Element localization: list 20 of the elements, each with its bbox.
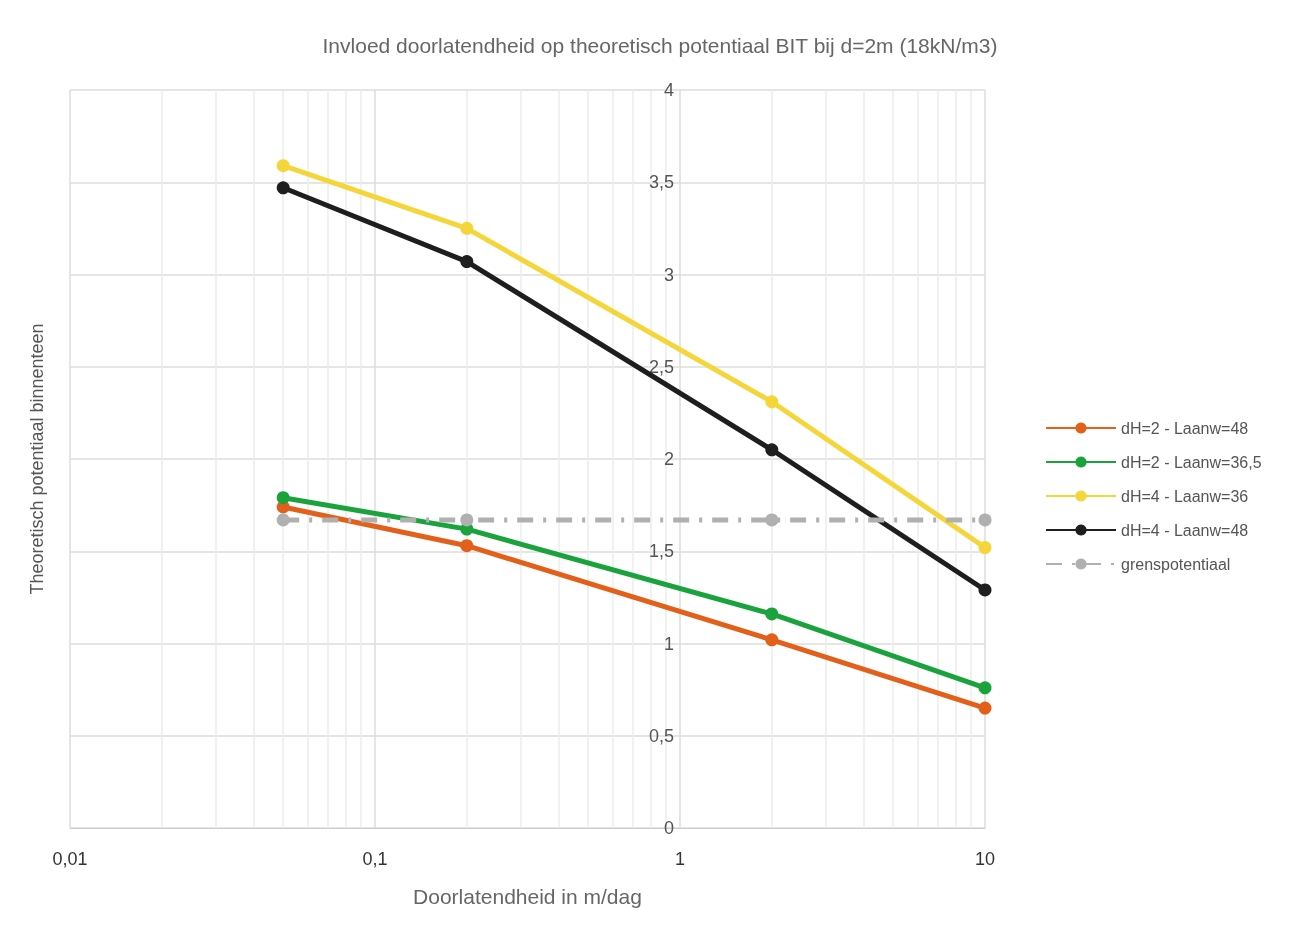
legend-label: dH=2 - Laanw=48: [1121, 419, 1249, 437]
x-axis-title: Doorlatendheid in m/dag: [413, 885, 642, 908]
x-tick-label: 0,1: [362, 849, 388, 869]
chart-title: Invloed doorlatendheid op theoretisch potentiaal BIT bij d=2m (18kN/m3): [322, 34, 998, 57]
legend-label: grenspotentiaal: [1121, 555, 1231, 573]
y-tick-label: 1: [663, 633, 674, 654]
y-axis-title: Theoretisch potentiaal binnenteen: [27, 323, 47, 595]
legend-label: dH=4 - Laanw=36: [1121, 487, 1249, 505]
y-tick-label: 3,5: [648, 172, 674, 193]
y-tick-label: 2: [663, 449, 674, 469]
y-tick-label: 2,5: [648, 356, 674, 377]
legend-label: dH=4 - Laanw=48: [1121, 521, 1249, 539]
x-tick-label: 10: [974, 849, 996, 869]
y-tick-label: 3: [663, 264, 674, 285]
x-tick-label: 0,01: [52, 849, 88, 869]
y-tick-label: 0,5: [648, 725, 674, 746]
y-tick-label: 4: [663, 80, 674, 100]
y-tick-label: 0: [663, 818, 674, 838]
legend-label: dH=2 - Laanw=36,5: [1121, 453, 1262, 471]
y-tick-label: 1,5: [648, 541, 674, 562]
